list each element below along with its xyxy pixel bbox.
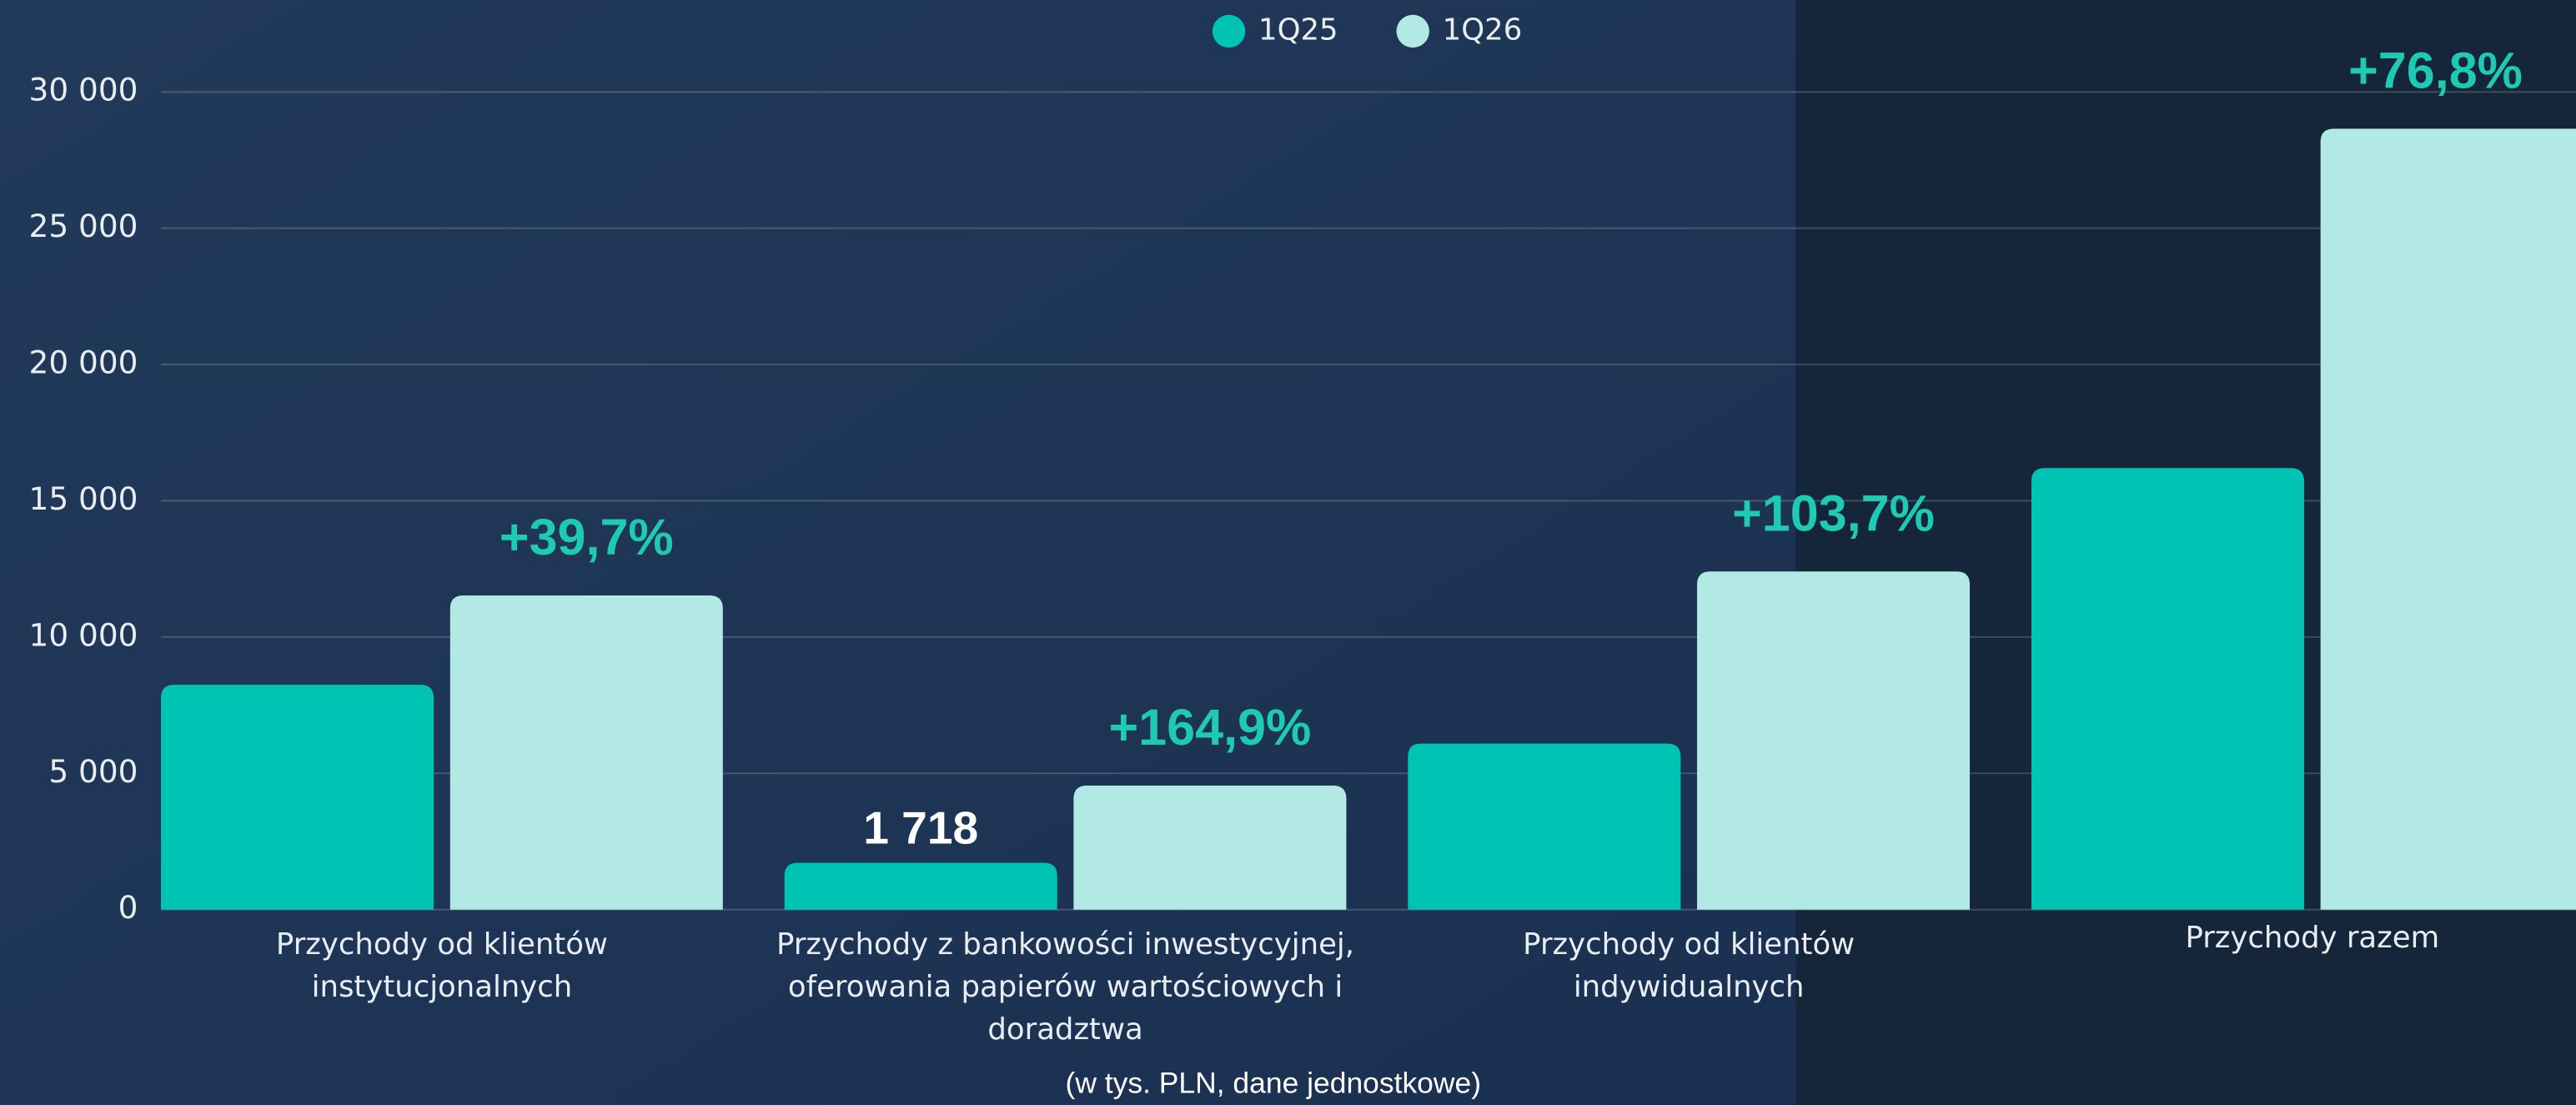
y-tick-label: 0 [118, 889, 138, 926]
bar [161, 685, 434, 910]
chart: (w tys. PLN, dane jednostkowe) 05 00010 … [0, 0, 2576, 1105]
y-tick-label: 30 000 [29, 72, 138, 108]
legend-marker [1397, 15, 1429, 48]
legend-marker [1213, 15, 1245, 48]
y-tick-label: 15 000 [29, 480, 138, 517]
y-tick-label: 10 000 [29, 616, 138, 653]
value-label: 1 718 [863, 802, 978, 854]
growth-label: +103,7% [1732, 485, 1935, 541]
page: (w tys. PLN, dane jednostkowe) 05 00010 … [0, 0, 2576, 1105]
x-tick-label: Przychody od klientów indywidualnych [1375, 924, 2003, 1009]
x-tick-label: Przychody z bankowości inwestycyjnej, of… [751, 924, 1379, 1052]
growth-label: +39,7% [500, 509, 674, 565]
y-tick-label: 25 000 [29, 208, 138, 244]
legend-label: 1Q25 [1258, 13, 1338, 47]
bar [785, 863, 1057, 910]
x-tick-label: Przychody razem [1999, 918, 2576, 961]
y-tick-label: 20 000 [29, 344, 138, 381]
x-label-box: Przychody od klientów indywidualnych [1375, 924, 2003, 1072]
legend-label: 1Q26 [1443, 13, 1523, 47]
growth-label: +164,9% [1109, 699, 1312, 756]
x-label-box: Przychody razem [1999, 918, 2576, 1066]
x-tick-label: Przychody od klientów instytucjonalnych [128, 924, 756, 1009]
bar [2031, 468, 2304, 909]
bar [1697, 571, 1970, 909]
y-tick-label: 5 000 [48, 753, 138, 790]
bar [450, 595, 723, 910]
bar [1073, 786, 1346, 910]
x-label-box: Przychody od klientów instytucjonalnych [128, 924, 756, 1072]
bar [1408, 744, 1680, 910]
bar [2321, 128, 2576, 909]
x-label-box: Przychody z bankowości inwestycyjnej, of… [751, 924, 1379, 1072]
growth-label: +76,8% [2348, 43, 2523, 99]
